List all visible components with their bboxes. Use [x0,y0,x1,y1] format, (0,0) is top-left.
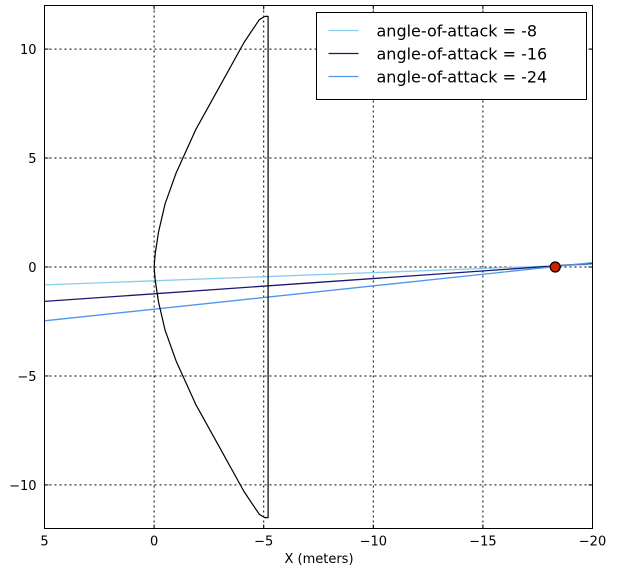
x-tick-label: −10 [360,535,387,550]
y-tick-label: 10 [20,43,37,58]
legend: angle-of-attack = -8 angle-of-attack = -1… [316,12,587,100]
center-of-mass-marker [549,261,561,273]
y-tick-label: −10 [9,479,36,494]
x-tick-label: −15 [469,535,496,550]
series-line-1 [44,263,593,286]
shape-layer [153,15,269,519]
legend-box [316,12,587,100]
marker-layer [549,261,561,273]
series-line-2 [44,262,593,303]
y-tick-label: −5 [17,370,36,385]
x-tick-labels: 5 0 −5 −10 −15 −20 [40,535,606,550]
y-tick-labels: 10 5 0 −5 −10 [9,43,36,494]
plot-series [44,261,593,322]
series-line-3 [44,261,593,322]
x-tick-label: −5 [254,535,273,550]
x-axis-label: X (meters) [284,552,353,567]
legend-label-3: angle-of-attack = -24 [377,68,548,87]
x-tick-label: −20 [579,535,606,550]
x-tick-label: 0 [150,535,158,550]
capsule-outline [153,15,269,519]
plot-frame [44,5,593,529]
legend-label-2: angle-of-attack = -16 [377,45,548,64]
y-tick-label: 0 [28,261,36,276]
legend-label-1: angle-of-attack = -8 [377,22,538,41]
y-tick-label: 5 [28,152,36,167]
x-tick-label: 5 [40,535,48,550]
